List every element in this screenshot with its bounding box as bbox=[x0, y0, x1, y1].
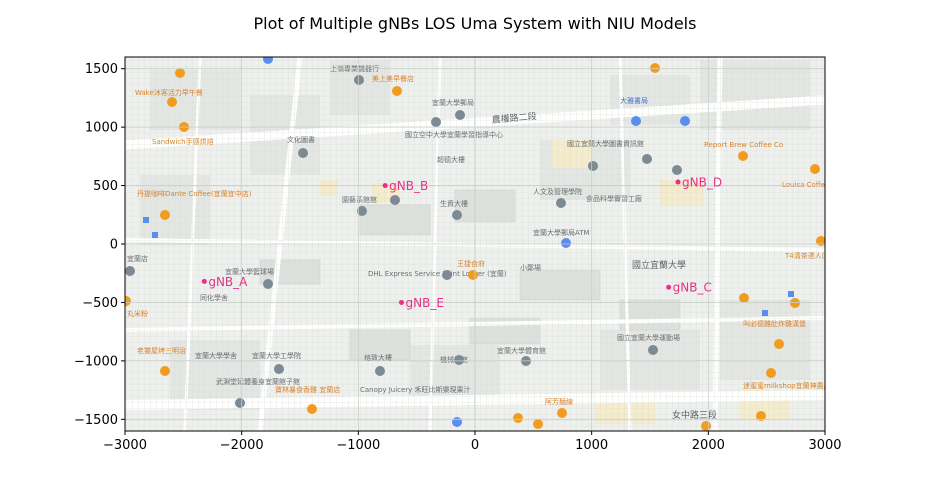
map-label: 丸米粉 bbox=[127, 309, 148, 318]
map-label: 阿芳麵線 bbox=[545, 397, 573, 406]
map-label: 國立宜蘭大學運動場 bbox=[617, 333, 680, 342]
y-tick-label: 0 bbox=[110, 238, 118, 253]
map-label: 迷蜜蜜milkshop宜蘭神農店 bbox=[743, 381, 831, 390]
map-label: 國立空中大學宜蘭學習指導中心 bbox=[405, 130, 503, 139]
x-tick-label: 3000 bbox=[808, 438, 841, 453]
y-tick-label: 500 bbox=[93, 179, 118, 194]
x-tick-label: −3000 bbox=[103, 438, 147, 453]
x-axis: −3000 −2000 −1000 0 1000 2000 3000 bbox=[103, 431, 842, 453]
map-label: 老饕屋烤三明治 bbox=[137, 346, 186, 355]
gnb-marker bbox=[399, 299, 404, 305]
data-points: gNB_A gNB_B gNB_C gNB_D gNB_E bbox=[201, 176, 722, 310]
gridlines bbox=[125, 57, 825, 431]
map-label: Canopy Juicery 禾旺比斯樂現果汁 bbox=[360, 385, 471, 394]
gnb-marker bbox=[382, 183, 388, 189]
map-label: 宜蘭大學籃球場 bbox=[225, 267, 274, 276]
map-label: 國立宜蘭大學 bbox=[632, 259, 686, 271]
y-tick-label: −500 bbox=[82, 296, 118, 311]
gnb-label: gNB_B bbox=[389, 179, 428, 193]
map-label: 丹提咖啡Dante Coffee(宜蘭宜中店) bbox=[137, 189, 252, 198]
map-label: 小鄭場 bbox=[520, 263, 541, 272]
map-label: 國立宜蘭大學圖書資訊館 bbox=[567, 139, 644, 148]
gnb-marker bbox=[666, 284, 672, 290]
gnb-label: gNB_D bbox=[682, 176, 722, 190]
map-label: T4清茶達人(宜蘭神農店) bbox=[784, 251, 862, 260]
map-pins bbox=[125, 57, 825, 431]
map-label: Wake沐客活力早午餐 bbox=[135, 88, 203, 97]
chart-title: Plot of Multiple gNBs LOS Uma System wit… bbox=[254, 14, 697, 33]
x-tick-label: 0 bbox=[471, 438, 479, 453]
y-tick-label: −1000 bbox=[74, 354, 118, 369]
map-label: 武淵堂延體養身宜蘭館子館 bbox=[216, 377, 300, 386]
map-label: 大雅書局 bbox=[620, 96, 648, 105]
gnb-label: gNB_E bbox=[406, 296, 444, 310]
x-tick-label: −2000 bbox=[220, 438, 264, 453]
map-label: 宜蘭大學學舍 bbox=[195, 351, 237, 360]
map-label: 格致大樓 bbox=[364, 353, 392, 362]
map-label: 宜蘭店 bbox=[127, 254, 148, 263]
x-tick-label: 1000 bbox=[575, 438, 608, 453]
y-axis: 1500 1000 500 0 −500 −1000 −1500 bbox=[74, 62, 125, 428]
map-label: Report Brew Coffee Co bbox=[704, 141, 783, 149]
map-label: 人文及管理學院 bbox=[533, 187, 582, 196]
gnb-marker bbox=[201, 278, 207, 284]
map-label: 機械系館 bbox=[440, 355, 468, 364]
map-background: 上嶺專業機器行 美上美早餐店 Wake沐客活力早午餐 Sandwich手感烘焙 … bbox=[125, 57, 862, 431]
map-label: 園藝系館館 bbox=[342, 195, 377, 204]
map-label: 食品科學實習工廠 bbox=[586, 194, 642, 203]
map-label: 超德大樓 bbox=[437, 155, 465, 164]
gnb-label: gNB_A bbox=[208, 275, 248, 289]
map-label: 宜蘭大學體育館 bbox=[497, 346, 546, 355]
y-tick-label: −1500 bbox=[74, 413, 118, 428]
gnb-marker bbox=[675, 179, 681, 185]
map-label: Louisa Coffee bbox=[782, 181, 829, 189]
map-labels: 上嶺專業機器行 美上美早餐店 Wake沐客活力早午餐 Sandwich手感烘焙 … bbox=[127, 64, 862, 421]
gnb-label: gNB_C bbox=[673, 281, 712, 295]
y-tick-label: 1500 bbox=[85, 62, 118, 77]
x-tick-label: −1000 bbox=[336, 438, 380, 453]
gray-pin-icon bbox=[125, 75, 682, 408]
map-label: 文化圖書 bbox=[287, 135, 315, 144]
map-label: 美上美早餐店 bbox=[372, 74, 414, 83]
orange-pin-icon bbox=[125, 63, 825, 431]
map-label: 生資大樓 bbox=[440, 199, 468, 208]
map-label: DHL Express Service Point Locker (宜蘭) bbox=[368, 269, 507, 278]
map-label: 農權路二段 bbox=[491, 110, 537, 126]
map-label: 王捷食府 bbox=[457, 259, 485, 268]
map-label: 同化學舍 bbox=[200, 293, 228, 302]
map-label: 女中路三段 bbox=[672, 409, 717, 421]
map-label: 宜蘭大學工學院 bbox=[252, 351, 301, 360]
map-label: 叫必德雞肚炸雞漢堡 bbox=[743, 319, 806, 328]
x-tick-label: 2000 bbox=[692, 438, 725, 453]
map-label: 宜蘭大學郵局ATM bbox=[533, 228, 590, 237]
map-label: 寶林暴食香雞 宜蘭店 bbox=[275, 385, 340, 394]
map-label: Sandwich手感烘焙 bbox=[152, 137, 214, 146]
map-label: 宜蘭大學郵局 bbox=[432, 98, 474, 107]
y-tick-label: 1000 bbox=[85, 121, 118, 136]
